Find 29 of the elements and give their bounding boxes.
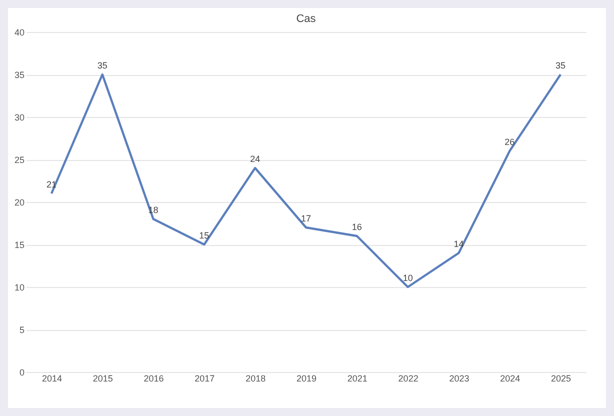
x-tick-label: 2015 (92, 374, 113, 384)
x-tick-label: 2017 (194, 374, 215, 384)
y-tick-label: 10 (14, 282, 24, 292)
y-tick-label: 25 (14, 155, 24, 165)
x-tick-label: 2025 (551, 374, 572, 384)
data-label: 15 (199, 230, 210, 240)
x-tick-label: 2021 (347, 374, 368, 384)
y-tick-label: 35 (14, 70, 24, 80)
y-tick-label: 15 (14, 240, 24, 250)
data-label: 26 (504, 137, 515, 147)
y-tick-label: 20 (14, 198, 24, 208)
data-label: 24 (250, 154, 260, 164)
data-label: 17 (300, 214, 312, 224)
x-tick-label: 2022 (398, 374, 418, 384)
data-label: 35 (556, 60, 566, 70)
chart-title: Cas (296, 13, 316, 25)
x-tick-label: 2019 (296, 374, 317, 384)
data-label: 35 (97, 60, 108, 70)
y-tick-label: 0 (19, 368, 24, 378)
data-label: 16 (352, 222, 362, 232)
data-label: 10 (402, 273, 413, 283)
x-tick-label: 2018 (246, 374, 266, 384)
y-tick-label: 40 (14, 28, 24, 38)
y-tick-label: 5 (19, 325, 24, 335)
x-tick-label: 2023 (449, 374, 470, 384)
y-tick-label: 30 (14, 112, 24, 122)
x-tick-label: 2024 (500, 374, 520, 384)
x-tick-label: 2014 (42, 374, 62, 384)
x-tick-label: 2016 (144, 374, 164, 384)
